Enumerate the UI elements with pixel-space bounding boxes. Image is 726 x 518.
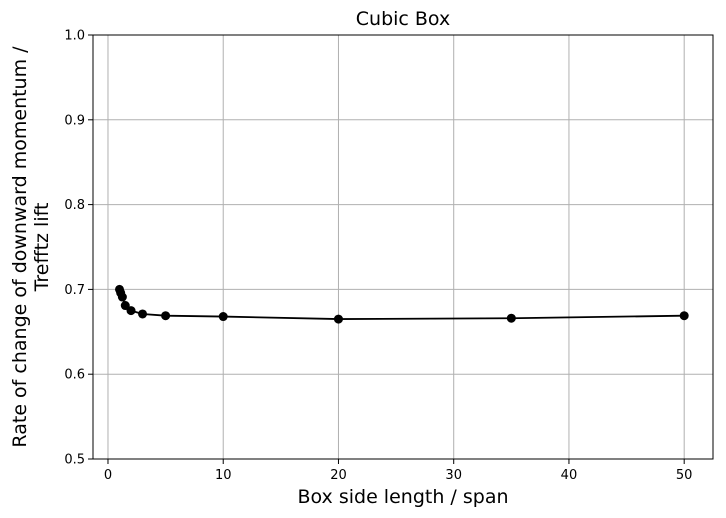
y-tick-label: 0.8 — [64, 198, 85, 213]
x-tick-label: 10 — [215, 468, 232, 483]
x-axis-label: Box side length / span — [297, 486, 508, 508]
y-tick-label: 0.9 — [64, 113, 85, 128]
y-tick-label: 1.0 — [64, 29, 85, 44]
x-tick-label: 40 — [561, 468, 578, 483]
x-tick-label: 50 — [676, 468, 693, 483]
tick-layer: 0 10 20 30 40 50 0.5 0.6 0.7 0.8 0.9 1.0 — [64, 29, 692, 484]
y-tick-label: 0.5 — [64, 453, 85, 468]
y-axis-label-line-2: Trefftz lift — [31, 203, 53, 293]
chart-title: Cubic Box — [356, 8, 450, 30]
data-point — [218, 312, 228, 322]
x-tick-label: 20 — [330, 468, 347, 483]
series-layer — [115, 284, 689, 324]
data-point — [506, 313, 516, 323]
data-point — [126, 306, 136, 316]
data-point — [161, 311, 171, 321]
y-tick-label: 0.6 — [64, 368, 85, 383]
data-point — [138, 309, 148, 319]
y-axis-label: Rate of change of downward momentum / Tr… — [9, 46, 53, 448]
x-tick-label: 30 — [445, 468, 462, 483]
x-tick-label: 0 — [104, 468, 112, 483]
y-tick-label: 0.7 — [64, 283, 85, 298]
data-point — [120, 301, 130, 311]
data-point — [679, 311, 689, 321]
y-axis-label-line-1: Rate of change of downward momentum / — [9, 46, 31, 448]
data-point — [117, 292, 127, 302]
data-point — [333, 314, 343, 324]
plot-frame — [92, 34, 714, 460]
